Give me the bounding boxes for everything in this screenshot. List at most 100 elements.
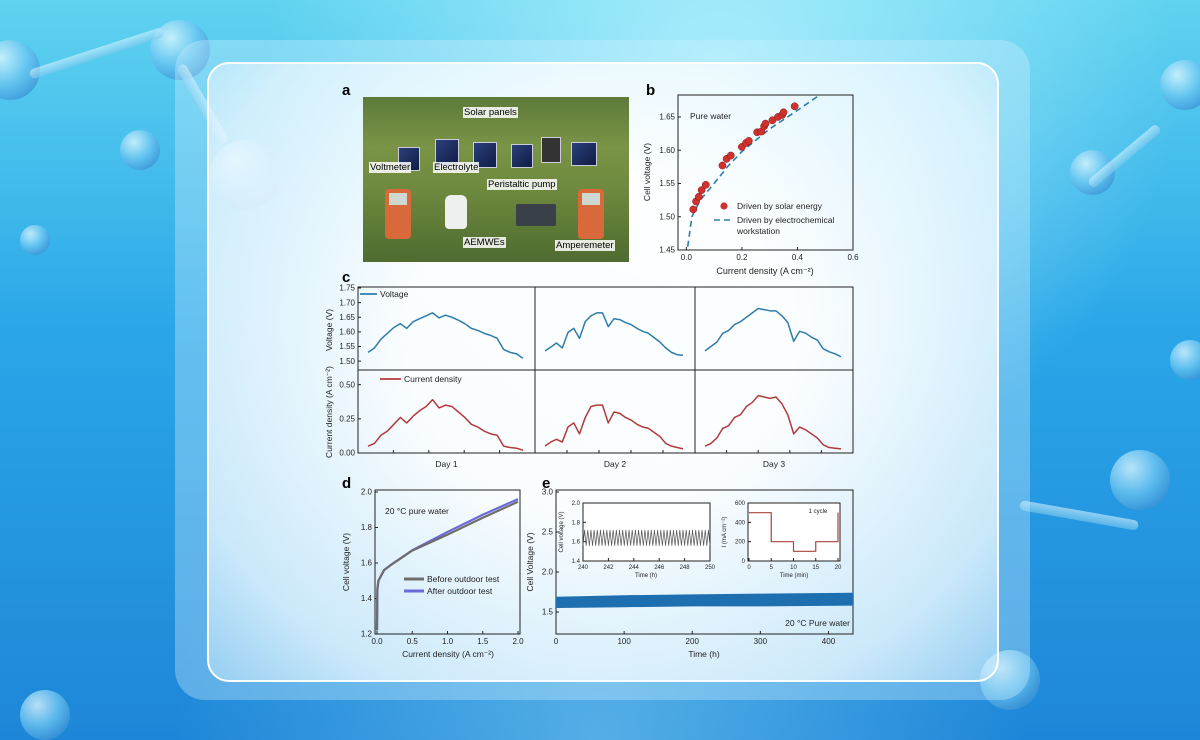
axes-frame [677,94,854,251]
y-tick-label: 1.6 [572,540,581,546]
x-tick-label: 0.6 [847,253,859,262]
panel-label-c: c [342,269,350,286]
x-tick-label: 248 [680,565,691,571]
x-tick-label: 20 [835,565,842,571]
x-axis-label: Time (min) [780,573,808,579]
after-test-curve [375,498,519,631]
solar-panel [541,137,561,163]
scatter-point [718,161,727,170]
before-test-curve [375,500,519,631]
scatter-point [779,108,788,117]
y-tick-label: 1.55 [659,179,675,188]
legend-marker [720,202,728,210]
current-line [544,404,684,450]
scatter-point [726,151,735,160]
x-tick-label: 0.5 [407,637,419,646]
x-axis-label: Time (h) [635,573,657,579]
y-tick-label: 1.65 [659,113,675,122]
solar-panel [571,142,597,166]
scatter-point [701,180,710,189]
photo-label: AEMWEs [463,237,506,248]
y-axis-label: Cell Voltage (V) [525,532,535,591]
y-tick-label: 1.8 [572,520,581,526]
x-axis-label: Time (h) [688,649,719,659]
photo-label: Solar panels [463,107,518,118]
annotation: 1 cycle [809,509,828,515]
x-axis-label: Current density (A cm⁻²) [402,649,494,659]
y-tick-label: 1.4 [572,559,581,565]
voltage-line [704,307,842,358]
photo-label: Electrolyte [433,162,480,173]
y-axis-label: Cell voltage (V) [341,533,351,591]
dashed-fit-line [686,94,821,247]
x-tick-label: 0 [554,637,559,646]
scatter-point [744,137,753,145]
x-tick-label: 0.0 [681,253,693,262]
annotation: 20 °C Pure water [785,618,850,628]
photo-label: Voltmeter [369,162,412,173]
y-axis-label: I (mA cm⁻²) [722,517,728,548]
electrolyte-bottle [445,195,467,229]
y-tick-label: 1.60 [339,328,355,337]
voltmeter [385,189,411,239]
y-tick-label: 1.6 [361,559,373,568]
y-tick-label: 600 [735,501,746,507]
y-tick-label: 1.55 [339,342,355,351]
y-tick-label: 1.50 [659,212,675,221]
y-tick-label: 1.75 [339,284,355,293]
x-tick-label: 5 [770,565,774,571]
inset-frame [582,502,711,562]
panel-label-a: a [342,82,351,99]
y-tick-label: 2.0 [542,568,554,577]
voltage-line [367,312,524,359]
photo-label: Amperemeter [555,240,615,251]
day-label: Day 1 [435,459,457,469]
legend-label: Voltage [380,289,409,299]
scatter-point [761,119,770,128]
y-tick-label: 3.0 [542,488,554,497]
voltage-band [556,592,853,608]
x-tick-label: 10 [790,565,797,571]
legend-label: Current density [404,374,462,384]
y-tick-label: 2.0 [572,501,581,507]
x-tick-label: 0.0 [371,637,383,646]
scatter-point [790,102,799,111]
legend-label: Before outdoor test [427,574,500,584]
scatter-point [694,192,703,201]
x-tick-label: 240 [578,565,589,571]
current-line [704,394,842,450]
annotation: 20 °C pure water [385,506,449,516]
x-tick-label: 0.4 [792,253,804,262]
y-tick-label: 0.50 [339,380,355,389]
voltage-line [544,312,684,357]
x-tick-label: 15 [812,565,819,571]
x-tick-label: 0.2 [736,253,748,262]
y-tick-label: 1.5 [542,608,554,617]
legend-label-line: workstation [736,226,780,236]
legend-label: After outdoor test [427,586,493,596]
x-tick-label: 1.0 [442,637,454,646]
x-tick-label: 0 [747,565,751,571]
y-tick-label: 1.4 [361,594,373,603]
legend-label-line: Driven by electrochemical [737,215,834,225]
y-tick-label: 0.00 [339,449,355,458]
y-tick-label: 1.50 [339,357,355,366]
y-axis-label: Current density (A cm⁻²) [324,366,334,458]
legend-label: Driven by electrochemical workstation [736,215,834,236]
y-tick-label: 1.70 [339,298,355,307]
x-tick-label: 242 [603,565,614,571]
panel-label-e: e [542,475,550,492]
day-label: Day 2 [604,459,626,469]
x-tick-label: 100 [617,637,631,646]
x-tick-label: 200 [686,637,700,646]
x-tick-label: 250 [705,565,716,571]
x-tick-label: 300 [754,637,768,646]
y-tick-label: 1.65 [339,313,355,322]
y-tick-label: 1.60 [659,146,675,155]
x-tick-label: 2.0 [512,637,524,646]
y-tick-label: 1.8 [361,523,373,532]
y-tick-label: 200 [735,540,746,546]
setup-photo: Solar panels Voltmeter Electrolyte Peris… [363,97,629,262]
y-tick-label: 0.25 [339,415,355,424]
